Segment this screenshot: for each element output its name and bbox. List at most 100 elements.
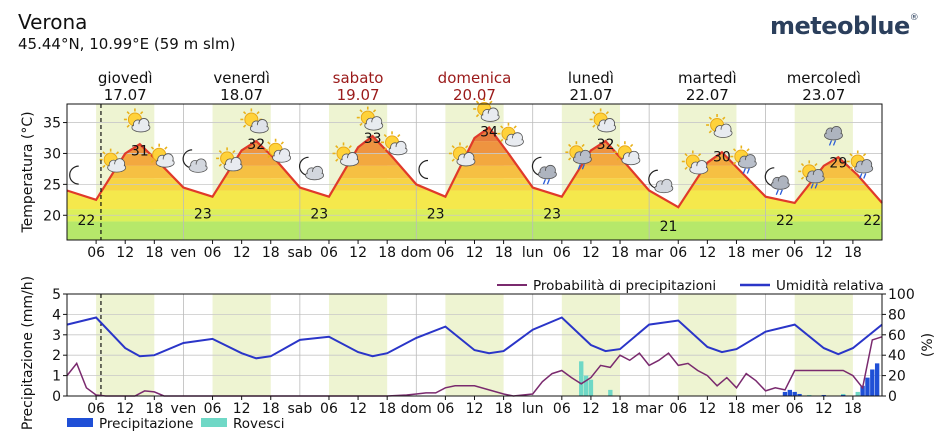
temp-tick-label: 25 [43, 177, 61, 193]
hour-tick-label: 12 [116, 245, 134, 261]
precipitation-bar [792, 391, 797, 396]
sun-ray [708, 116, 712, 120]
hour-tick-label: 18 [262, 245, 280, 261]
precip-tick-label: 2 [52, 348, 61, 364]
rain-drop [859, 173, 863, 179]
sun-cloud-icon [473, 97, 500, 122]
temp-band [67, 190, 882, 210]
sun-ray [150, 159, 155, 164]
hour-tick-label: 12 [698, 245, 716, 261]
sun-ray [280, 141, 284, 145]
rain-drop [775, 189, 779, 196]
day-tick-label: mer [752, 401, 780, 417]
hour-tick-label: 18 [378, 401, 396, 417]
temp-label: 22 [77, 213, 95, 229]
temp-label: 23 [543, 207, 561, 223]
moon-icon [418, 159, 429, 180]
cloud-fill [739, 160, 756, 168]
cloud-fill [807, 174, 824, 182]
hour-tick-label: 12 [349, 245, 367, 261]
sun-ray [849, 153, 853, 157]
temperature-line [66, 125, 883, 209]
day-tick-label: mar [635, 245, 663, 261]
cloud-fill [825, 131, 842, 139]
moon-shape [69, 165, 79, 185]
precipitation-bar [870, 369, 875, 396]
hour-tick-label: 06 [320, 401, 338, 417]
legend-showers-swatch [201, 418, 227, 427]
sun-ray [629, 143, 634, 148]
sun-ray [684, 166, 688, 170]
sun-cloud-icon [123, 108, 151, 133]
sun-ray [489, 100, 493, 104]
sun-ray [732, 148, 737, 152]
cloud-fill [506, 138, 523, 146]
sun-ray [359, 122, 363, 126]
sun-ray [732, 161, 737, 165]
hour-tick-label: 06 [87, 245, 105, 261]
sun-rain-icon [565, 141, 592, 170]
rain-drop [863, 173, 867, 179]
sun-ray [218, 150, 222, 154]
showers-bar [588, 379, 594, 396]
sun-ray [102, 151, 106, 155]
hour-tick-label: 18 [495, 245, 513, 261]
cloud-fill [251, 124, 268, 132]
day-name-2: sabato [333, 69, 384, 87]
temp-label: 29 [829, 156, 847, 172]
sun-ray [335, 145, 339, 149]
day-date-3: 20.07 [453, 86, 496, 104]
rain-drop [542, 179, 547, 185]
percent-tick-label: 40 [888, 348, 906, 364]
day-tick-label: sab [287, 401, 312, 417]
hour-tick-label: 18 [495, 401, 513, 417]
sun-rain-icon [730, 145, 757, 174]
sun-ray [862, 153, 867, 157]
sun-cloud-icon [497, 122, 524, 147]
temp-label: 31 [131, 143, 149, 159]
day-date-0: 17.07 [104, 86, 147, 104]
sun-cloud-icon [681, 150, 709, 175]
cloud-fill [690, 165, 707, 173]
day-tick-label: lun [522, 401, 544, 417]
sun-ray [267, 154, 271, 159]
cloud-fill [598, 123, 615, 131]
sun-ray [218, 163, 222, 167]
precipitation-bar [797, 393, 802, 396]
sun-ray [581, 143, 585, 148]
moon-icon [69, 165, 79, 185]
sun-cloud-icon [356, 106, 384, 131]
hour-tick-label: 12 [698, 401, 716, 417]
brand-name: meteoblue [770, 12, 910, 40]
sun-ray [500, 138, 504, 143]
day-band [96, 294, 155, 396]
location-coords: 45.44°N, 10.99°E (59 m slm) [18, 35, 236, 53]
sun-ray [348, 145, 352, 149]
sun-ray [335, 158, 339, 162]
hour-tick-label: 12 [815, 401, 833, 417]
hour-tick-label: 18 [844, 401, 862, 417]
hour-tick-label: 06 [436, 245, 454, 261]
cloud-fill [390, 146, 407, 154]
sun-ray [684, 153, 688, 157]
cloud-fill [132, 123, 149, 131]
sun-ray [500, 125, 504, 129]
hour-tick-label: 12 [466, 245, 484, 261]
hour-tick-label: 06 [553, 401, 571, 417]
sun-ray [616, 157, 620, 161]
rain-drop [577, 163, 581, 170]
sun-icon [240, 108, 269, 134]
cloud-fill [574, 155, 591, 163]
hour-tick-label: 12 [349, 401, 367, 417]
sun-ray [616, 143, 620, 148]
percent-tick-label: 20 [888, 369, 906, 385]
rain-cloud-icon [824, 126, 843, 146]
hour-tick-label: 06 [204, 245, 222, 261]
brand-logo[interactable]: meteoblue® [770, 12, 919, 40]
day-tick-label: lun [522, 245, 544, 261]
day-name-0: giovedì [98, 69, 153, 87]
precipitation-bar [865, 377, 870, 396]
legend-prob-label: Probabilità di precipitazioni [533, 278, 716, 294]
cloud-fill [855, 164, 872, 172]
hour-tick-label: 06 [669, 245, 687, 261]
